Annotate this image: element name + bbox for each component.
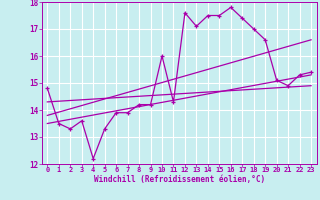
X-axis label: Windchill (Refroidissement éolien,°C): Windchill (Refroidissement éolien,°C) xyxy=(94,175,265,184)
